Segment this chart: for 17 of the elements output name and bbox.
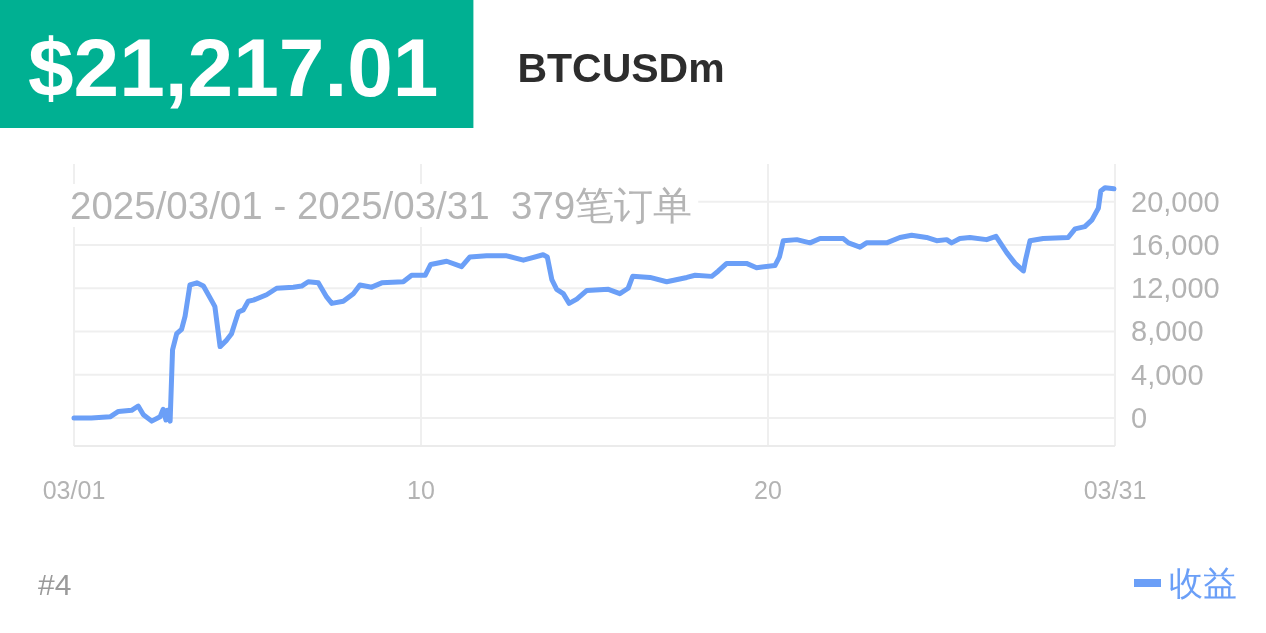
legend-label: 收益 [1169, 564, 1237, 602]
y-tick-label: 8,000 [1131, 315, 1204, 348]
legend-item: 收益 [1134, 564, 1237, 602]
title: $21,217.01 [0, 0, 474, 128]
y-tick-label: 0 [1131, 401, 1148, 434]
y-tick-label: 16,000 [1131, 229, 1220, 262]
x-tick-label: 03/01 [42, 476, 106, 504]
chart-subtitle: BTCUSDm [517, 45, 725, 91]
annotation: 2025/03/01 - 2025/03/31 379笔订单 [70, 184, 693, 227]
chart-title: $21,217.01 [28, 22, 439, 113]
x-tick-label: 20 [754, 476, 782, 504]
text: #4 [38, 568, 72, 601]
x-tick-label: 03/31 [1083, 476, 1147, 504]
y-tick-label: 20,000 [1131, 185, 1220, 218]
y-tick-label: 12,000 [1131, 272, 1220, 305]
y-tick-label: 4,000 [1131, 358, 1204, 391]
x-tick-label: 10 [407, 476, 435, 504]
